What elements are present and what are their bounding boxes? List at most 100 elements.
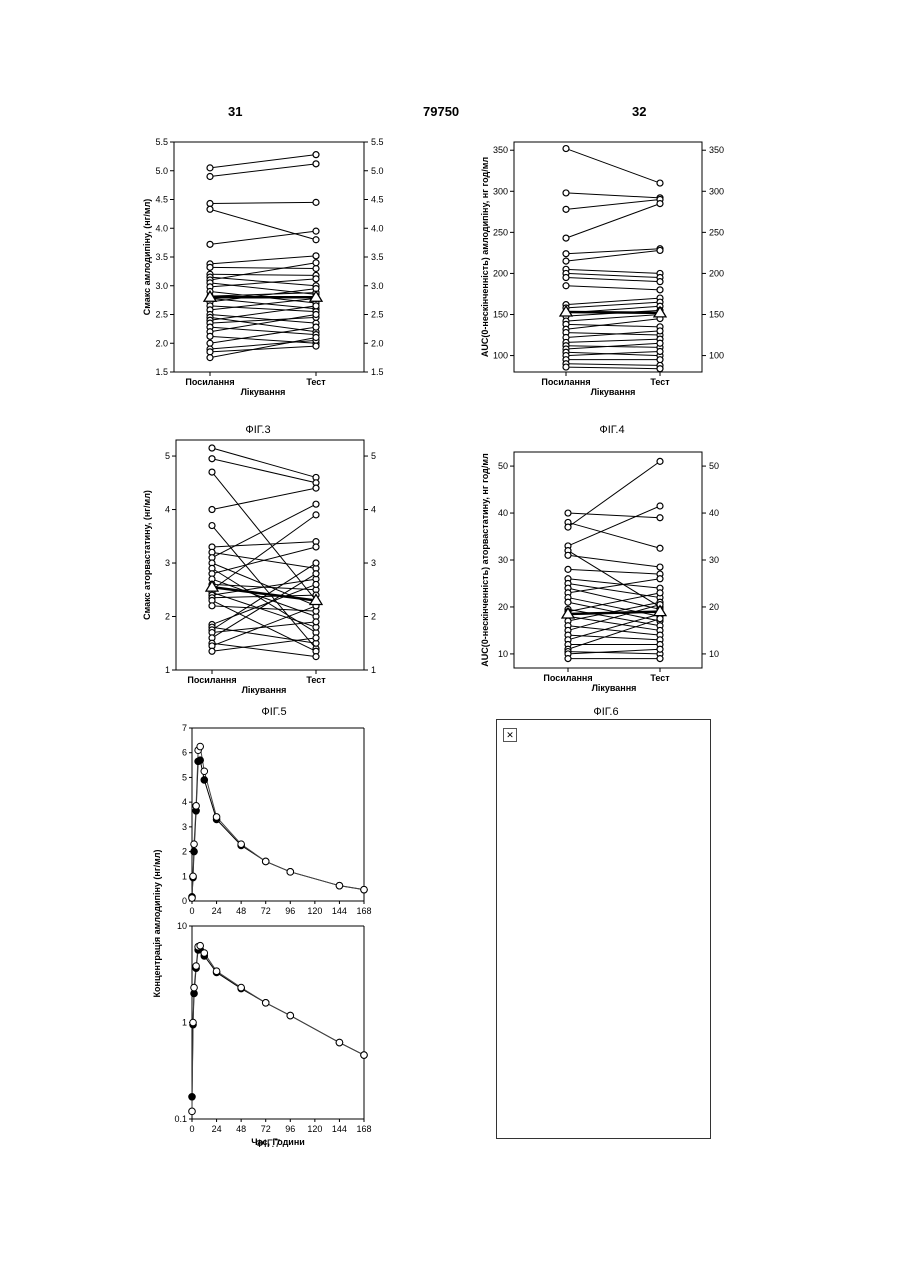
- x-tick-label: 48: [236, 1124, 246, 1134]
- subject-point-test: [657, 201, 663, 207]
- subject-point-test: [657, 545, 663, 551]
- subject-point-reference: [207, 206, 213, 212]
- subject-point-reference: [209, 507, 215, 513]
- subject-point-reference: [563, 258, 569, 264]
- y-tick-label-left: 4.5: [155, 195, 168, 205]
- y-tick-label-right: 150: [709, 310, 724, 320]
- x-tick-label: 168: [356, 1124, 371, 1134]
- subject-point-reference: [209, 445, 215, 451]
- subject-point-test: [313, 161, 319, 167]
- subject-point-reference: [209, 469, 215, 475]
- figure-3-chart: 1.51.52.02.02.52.53.03.03.53.54.04.04.54…: [120, 130, 410, 420]
- open-point: [262, 1000, 269, 1007]
- subject-point-reference: [209, 603, 215, 609]
- open-point: [213, 968, 220, 975]
- y-tick-label: 7: [182, 723, 187, 733]
- y-tick-label-right: 1.5: [371, 367, 384, 377]
- x-tick-label: 0: [189, 906, 194, 916]
- subject-point-test: [657, 180, 663, 186]
- subject-line: [212, 643, 316, 656]
- y-tick-label-right: 250: [709, 227, 724, 237]
- y-tick-label-left: 5: [165, 451, 170, 461]
- concentration-line: [192, 760, 364, 897]
- subject-point-reference: [565, 510, 571, 516]
- y-tick-label: 0: [182, 896, 187, 906]
- y-tick-label-right: 5.5: [371, 137, 384, 147]
- y-tick-label-right: 3: [371, 558, 376, 568]
- page-number-left: 31: [228, 104, 242, 119]
- y-tick-label-left: 1.5: [155, 367, 168, 377]
- subject-point-test: [313, 581, 319, 587]
- subject-point-reference: [209, 523, 215, 529]
- x-tick-label: 120: [307, 1124, 322, 1134]
- figure-7-caption: ФІГ.7: [238, 1138, 298, 1150]
- y-tick-label-left: 4.0: [155, 223, 168, 233]
- x-tick-label: 72: [261, 906, 271, 916]
- y-tick-label-right: 1: [371, 665, 376, 675]
- subject-point-test: [313, 501, 319, 507]
- subject-point-test: [313, 199, 319, 205]
- y-tick-label-right: 3.0: [371, 281, 384, 291]
- subject-point-test: [313, 335, 319, 341]
- subject-point-test: [657, 515, 663, 521]
- subject-point-test: [313, 260, 319, 266]
- subject-point-test: [313, 276, 319, 282]
- subject-point-reference: [207, 333, 213, 339]
- y-axis-label: Концентрація амлодипіну (нг/мл): [152, 850, 162, 998]
- x-tick-label: 72: [261, 1124, 271, 1134]
- x-tick-label: 144: [332, 1124, 347, 1134]
- open-point: [336, 1039, 343, 1046]
- y-tick-label: 2: [182, 847, 187, 857]
- subject-line: [212, 547, 316, 574]
- subject-line: [210, 202, 316, 203]
- open-point: [197, 942, 204, 949]
- subject-line: [566, 367, 660, 369]
- x-tick-label: 96: [285, 1124, 295, 1134]
- y-tick-label-left: 20: [498, 602, 508, 612]
- subject-point-reference: [563, 275, 569, 281]
- mean-marker: [206, 581, 218, 591]
- y-axis-label: Смакс амлодипіну, (нг/мл): [142, 199, 152, 316]
- plot-frame: [176, 440, 364, 670]
- subject-line: [210, 327, 316, 334]
- subject-point-test: [313, 312, 319, 318]
- subject-point-test: [313, 324, 319, 330]
- open-point: [201, 950, 208, 957]
- subject-point-reference: [207, 349, 213, 355]
- y-tick-label-left: 4: [165, 505, 170, 515]
- subject-point-test: [657, 366, 663, 372]
- y-tick-label: 5: [182, 772, 187, 782]
- y-tick-label: 1: [182, 1018, 187, 1028]
- subject-point-reference: [563, 190, 569, 196]
- subject-point-test: [657, 348, 663, 354]
- y-axis-label: Смакс аторвастатину, (нг/мл): [142, 490, 152, 620]
- subject-point-reference: [207, 241, 213, 247]
- open-point: [193, 803, 200, 810]
- y-tick-label-right: 2.0: [371, 338, 384, 348]
- subject-line: [566, 286, 660, 290]
- y-tick-label-left: 3: [165, 558, 170, 568]
- subject-point-test: [313, 619, 319, 625]
- subject-line: [212, 622, 316, 633]
- subject-line: [566, 364, 660, 366]
- subject-point-reference: [207, 201, 213, 207]
- subject-point-reference: [563, 251, 569, 257]
- subject-point-reference: [207, 340, 213, 346]
- subject-point-reference: [563, 283, 569, 289]
- y-tick-label-left: 250: [493, 227, 508, 237]
- y-tick-label-left: 300: [493, 186, 508, 196]
- figure-6-caption: ФІГ.6: [576, 706, 636, 718]
- y-tick-label: 10: [177, 921, 187, 931]
- open-point: [361, 1052, 368, 1059]
- open-point: [238, 984, 245, 991]
- filled-point: [189, 1093, 196, 1100]
- subject-point-test: [313, 266, 319, 272]
- subject-point-test: [657, 564, 663, 570]
- broken-image-placeholder: ✕: [496, 719, 711, 1139]
- broken-image-icon: ✕: [503, 728, 517, 742]
- open-point: [287, 869, 294, 876]
- subject-line: [566, 193, 660, 198]
- figure-5-caption: ФІГ.5: [244, 706, 304, 718]
- subject-line: [210, 263, 316, 280]
- y-tick-label-left: 40: [498, 508, 508, 518]
